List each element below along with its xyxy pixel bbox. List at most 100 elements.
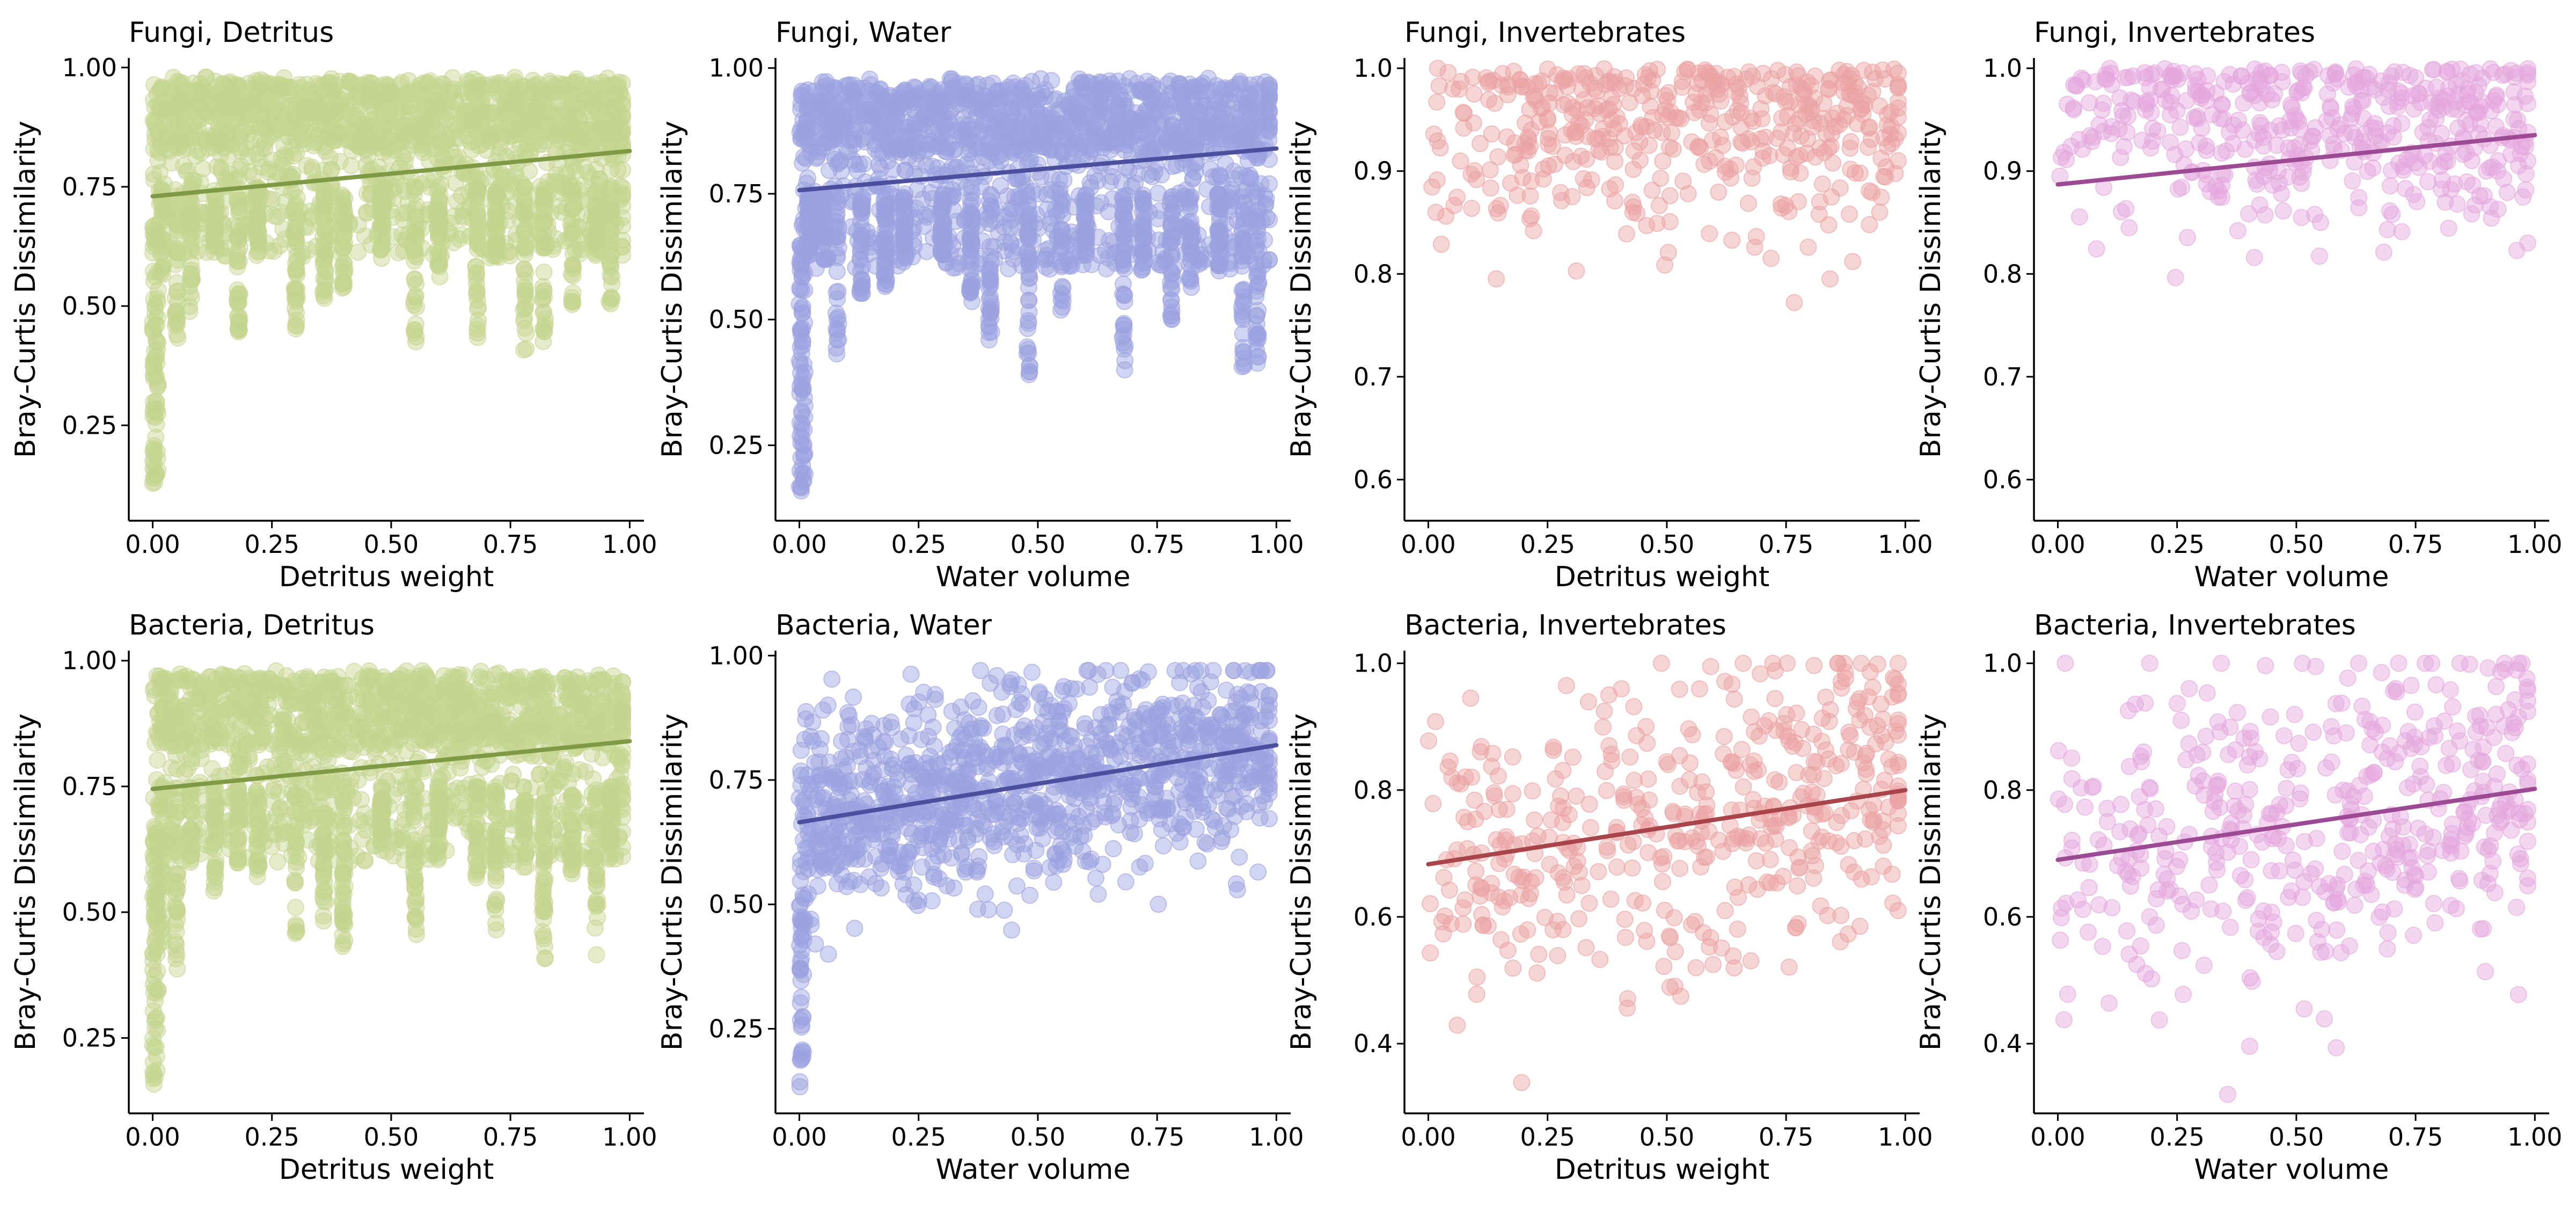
data-point <box>521 126 537 142</box>
data-point <box>164 115 180 131</box>
data-point <box>517 144 533 160</box>
x-tick-label: 0.75 <box>483 530 538 559</box>
data-point <box>1523 208 1539 224</box>
data-point <box>1165 188 1181 205</box>
data-point <box>181 298 197 315</box>
data-point <box>853 252 869 268</box>
data-point <box>326 77 342 93</box>
data-point <box>1428 205 1444 221</box>
data-point <box>795 333 811 349</box>
data-point <box>1478 70 1494 86</box>
data-point <box>521 163 537 179</box>
data-point <box>407 85 423 101</box>
data-point <box>1249 283 1265 299</box>
data-point <box>1020 341 1036 358</box>
data-point <box>1430 60 1446 76</box>
data-point <box>829 188 845 205</box>
data-point <box>597 123 613 139</box>
data-point <box>516 342 532 358</box>
data-point <box>469 266 485 282</box>
data-point <box>1163 291 1179 308</box>
data-point <box>1183 188 1199 205</box>
data-point <box>308 76 324 92</box>
data-point <box>1723 170 1739 186</box>
data-point <box>1777 67 1793 83</box>
data-point <box>1021 364 1037 380</box>
data-point <box>225 116 241 133</box>
data-point <box>1488 271 1504 287</box>
data-point <box>1872 204 1888 220</box>
data-point <box>829 94 845 111</box>
data-point <box>1481 92 1497 108</box>
data-point <box>292 79 309 96</box>
data-point <box>145 358 161 374</box>
x-tick-label: 0.00 <box>125 530 180 559</box>
data-point <box>1626 199 1642 215</box>
data-point <box>424 115 440 131</box>
data-point <box>1429 94 1445 110</box>
data-point <box>406 253 422 269</box>
data-point <box>1800 239 1816 255</box>
data-point <box>431 79 448 95</box>
data-point <box>1181 271 1197 287</box>
data-point <box>1010 120 1026 136</box>
x-tick-label: 1.00 <box>602 530 657 559</box>
data-point <box>565 200 581 216</box>
data-point <box>898 192 914 208</box>
y-tick-label: 0.50 <box>62 291 117 320</box>
data-point <box>1864 184 1880 200</box>
data-point <box>1619 226 1635 242</box>
data-point <box>1021 250 1037 266</box>
data-point <box>1507 135 1523 151</box>
data-point <box>1163 308 1179 324</box>
data-point <box>916 123 932 139</box>
data-point <box>149 467 165 483</box>
data-point <box>1654 125 1670 141</box>
data-point <box>324 162 340 178</box>
data-point <box>430 179 447 195</box>
data-point <box>360 88 376 104</box>
data-point <box>1822 271 1838 287</box>
data-point <box>516 202 532 218</box>
data-point <box>173 136 189 152</box>
data-point <box>430 257 447 273</box>
data-point <box>557 78 573 94</box>
data-point <box>1452 153 1468 169</box>
data-point <box>279 165 295 181</box>
data-point <box>1483 180 1499 196</box>
data-point <box>470 299 486 315</box>
data-point <box>406 297 422 313</box>
data-point <box>1601 181 1618 197</box>
data-point <box>288 262 304 278</box>
data-point <box>981 325 997 341</box>
data-point <box>814 234 830 250</box>
data-point <box>1758 88 1774 104</box>
data-point <box>1845 253 1861 269</box>
data-point <box>1135 228 1151 244</box>
data-point <box>1694 73 1710 89</box>
data-point <box>291 126 308 142</box>
data-point <box>829 264 845 280</box>
data-point <box>910 145 926 162</box>
data-point <box>1164 226 1180 242</box>
data-point <box>288 212 304 228</box>
data-point <box>279 149 295 165</box>
data-point <box>1249 355 1265 371</box>
data-point <box>250 222 266 238</box>
y-tick-label: 0.75 <box>709 179 764 208</box>
data-point <box>537 311 553 327</box>
data-point <box>1043 141 1059 157</box>
data-point <box>1455 120 1472 136</box>
data-point <box>1153 167 1169 183</box>
data-point <box>1535 171 1552 187</box>
data-point <box>565 294 581 310</box>
data-point <box>350 217 367 233</box>
data-point <box>997 90 1013 106</box>
data-point <box>992 122 1008 138</box>
data-point <box>537 186 553 202</box>
data-point <box>320 129 336 145</box>
data-point <box>516 262 532 278</box>
data-point <box>829 325 845 341</box>
